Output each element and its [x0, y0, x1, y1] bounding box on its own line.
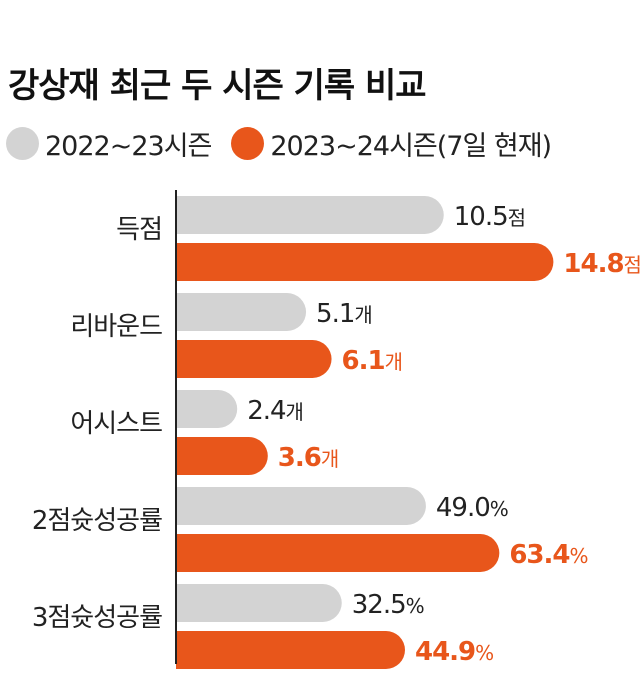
value-label-curr: 44.9%	[415, 637, 493, 667]
category-label: 득점	[116, 215, 162, 245]
chart-title: 강상재 최근 두 시즌 기록 비교	[8, 66, 427, 106]
value-label-prev: 2.4개	[247, 396, 303, 426]
category-label: 어시스트	[70, 409, 162, 439]
bar-curr	[176, 631, 405, 669]
value-label-curr: 63.4%	[509, 540, 587, 570]
bar-prev	[176, 196, 444, 234]
bar-prev	[176, 487, 426, 525]
bar-curr	[176, 340, 332, 378]
legend-label-curr: 2023~24시즌(7일 현재)	[270, 131, 552, 162]
value-label-curr: 3.6개	[278, 443, 338, 473]
bar-prev	[176, 584, 342, 622]
legend: 2022~23시즌 2023~24시즌(7일 현재)	[6, 124, 571, 163]
bar-curr	[176, 243, 554, 281]
bar-prev	[176, 390, 238, 428]
bar-prev	[176, 293, 307, 331]
value-label-curr: 6.1개	[342, 346, 402, 376]
value-label-curr: 14.8점	[563, 249, 640, 279]
category-label: 3점슛성공률	[32, 603, 162, 633]
value-label-prev: 32.5%	[352, 590, 424, 620]
category-label: 2점슛성공률	[32, 506, 162, 536]
value-label-prev: 10.5점	[454, 202, 525, 232]
value-label-prev: 49.0%	[436, 493, 508, 523]
legend-label-prev: 2022~23시즌	[45, 131, 212, 162]
bar-curr	[176, 437, 268, 475]
legend-dot-curr	[231, 127, 265, 160]
value-label-prev: 5.1개	[316, 299, 372, 329]
legend-dot-prev	[6, 127, 39, 160]
category-label: 리바운드	[70, 312, 162, 342]
bar-curr	[176, 534, 500, 572]
legend-item-curr: 2023~24시즌(7일 현재)	[231, 124, 552, 163]
legend-item-prev: 2022~23시즌	[6, 124, 212, 163]
